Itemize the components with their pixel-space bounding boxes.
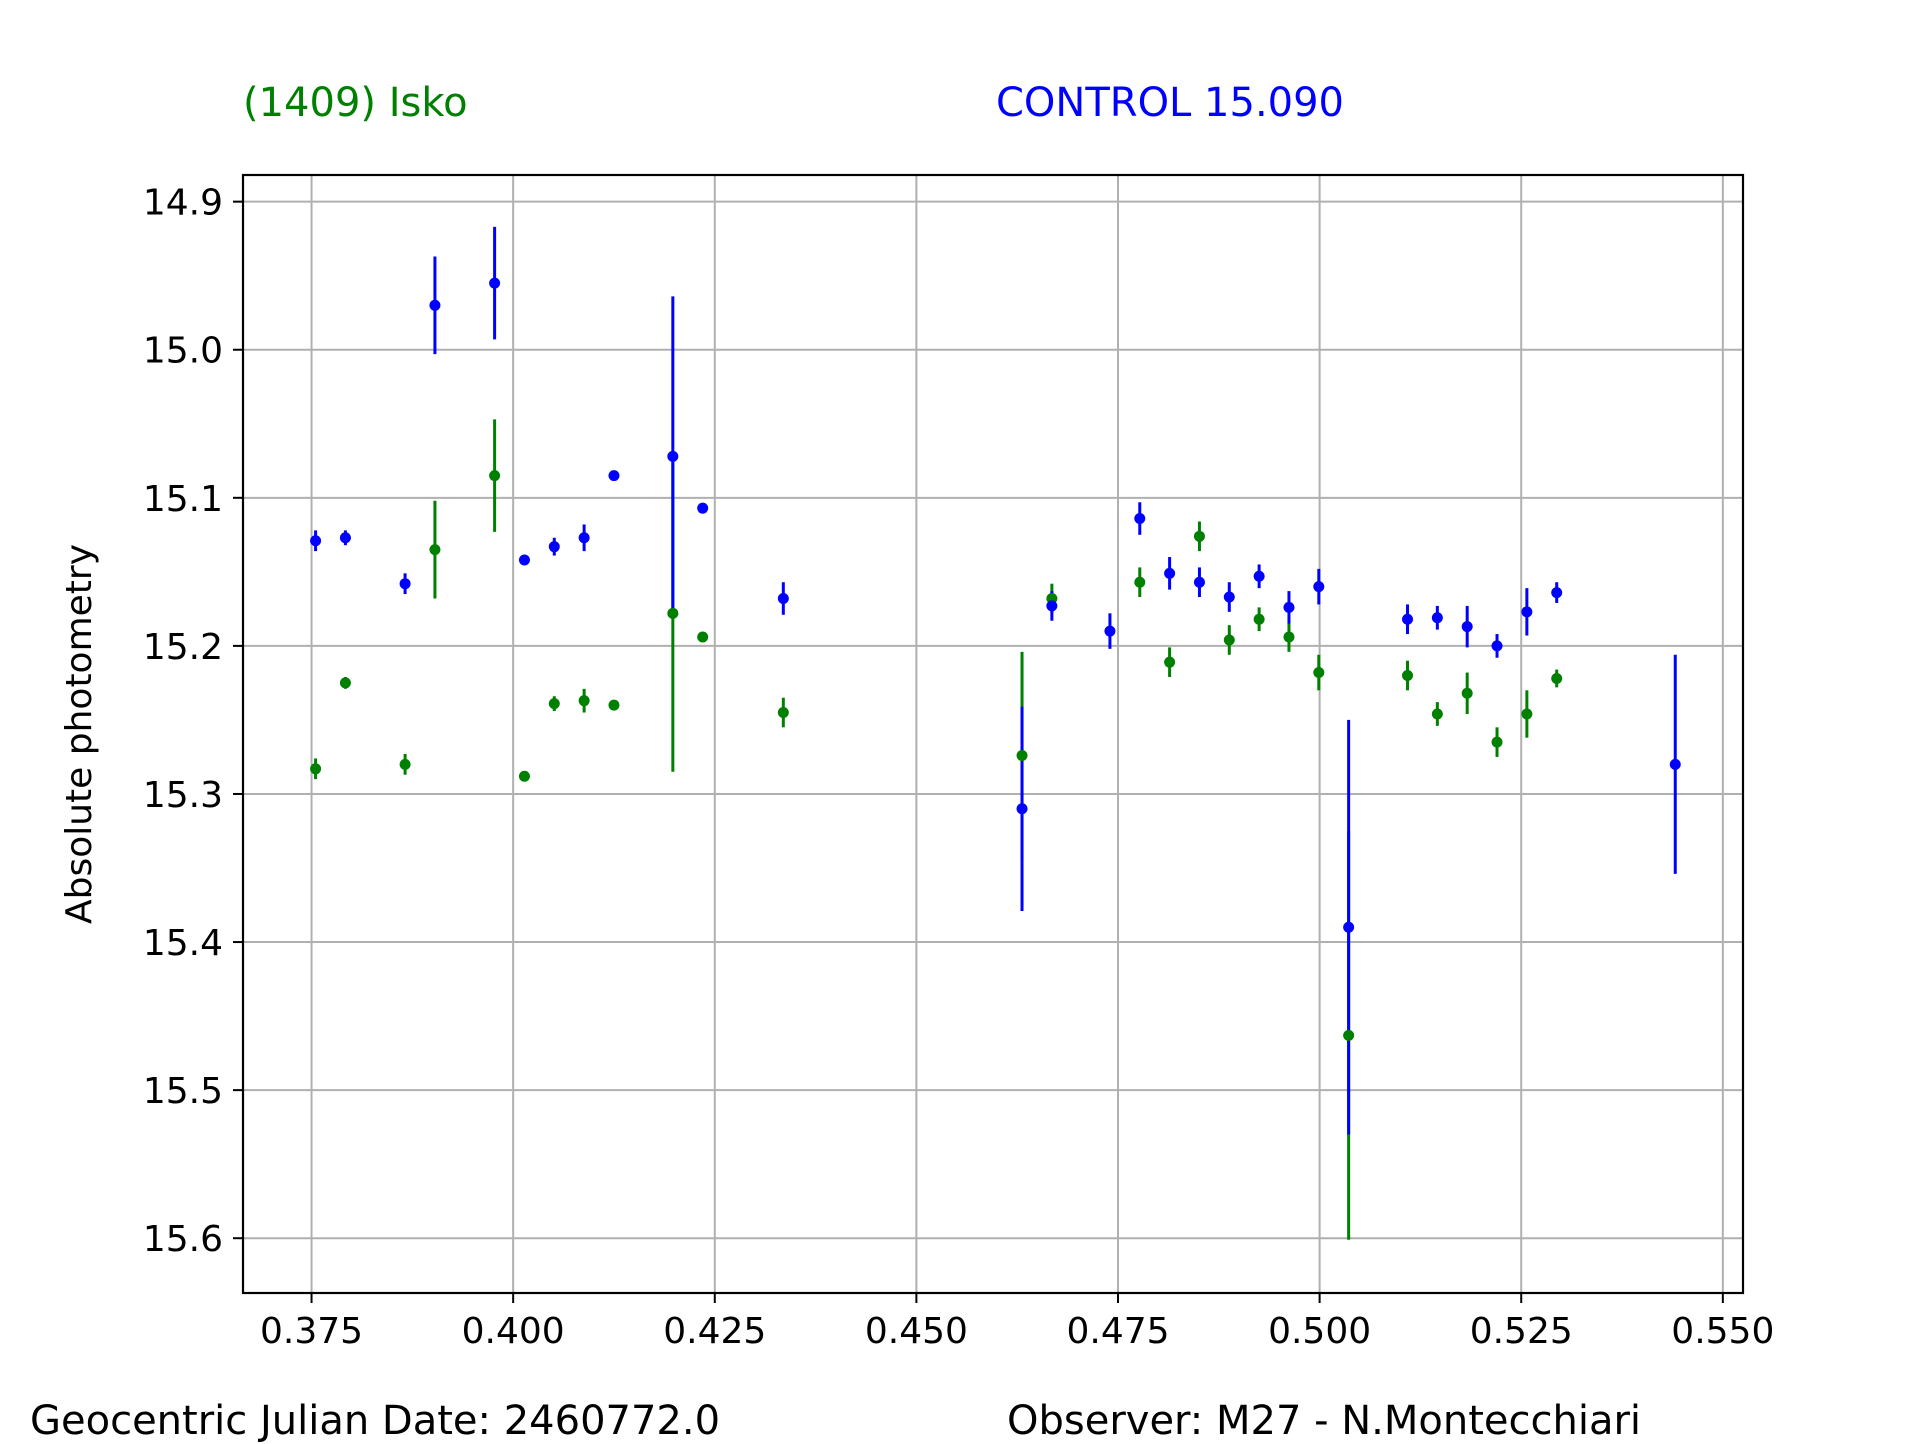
target-data-point <box>1491 736 1503 748</box>
y-tick-label: 15.4 <box>143 923 223 964</box>
y-tick-label: 15.1 <box>143 479 223 520</box>
control-data-point <box>1223 591 1235 603</box>
x-tick-label: 0.375 <box>260 1311 363 1352</box>
target-data-point <box>1134 576 1146 588</box>
control-data-point <box>578 532 590 544</box>
control-data-point <box>489 277 501 289</box>
control-data-point <box>1016 803 1028 815</box>
target-series-label: (1409) Isko <box>243 80 468 126</box>
x-tick-label: 0.425 <box>663 1311 766 1352</box>
control-data-point <box>1431 612 1443 624</box>
target-data-point <box>1313 667 1325 679</box>
control-data-point <box>339 532 351 544</box>
control-data-point <box>608 470 620 482</box>
control-data-point <box>1253 570 1265 582</box>
y-tick-label: 15.3 <box>143 775 223 816</box>
target-data-point <box>1461 687 1473 699</box>
target-data-point <box>1402 670 1414 682</box>
target-data-point <box>399 758 411 770</box>
target-data-point <box>608 699 620 711</box>
target-data-point <box>548 698 560 710</box>
control-data-point <box>518 554 530 566</box>
control-data-point <box>1343 921 1355 933</box>
y-tick-label: 15.5 <box>143 1071 223 1112</box>
x-tick-label: 0.475 <box>1066 1311 1169 1352</box>
target-data-point <box>1431 708 1443 720</box>
y-tick-label: 15.2 <box>143 627 223 668</box>
target-data-point <box>1551 672 1563 684</box>
x-tick-label: 0.500 <box>1268 1311 1371 1352</box>
control-data-point <box>429 299 441 311</box>
control-data-point <box>1669 758 1681 770</box>
control-data-point <box>1491 640 1503 652</box>
control-data-point <box>1164 567 1176 579</box>
target-data-point <box>1343 1029 1355 1041</box>
y-tick-label: 14.9 <box>143 183 223 224</box>
control-data-point <box>1134 513 1146 525</box>
control-data-point <box>667 450 679 462</box>
target-data-point <box>339 677 351 689</box>
control-data-point <box>1313 581 1325 593</box>
control-data-point <box>548 541 560 553</box>
target-data-point <box>1283 631 1295 643</box>
target-data-point <box>1223 634 1235 646</box>
control-data-point <box>1283 601 1295 613</box>
control-data-point <box>310 535 322 547</box>
control-data-point <box>1551 587 1563 599</box>
x-tick-label: 0.450 <box>865 1311 968 1352</box>
control-data-point <box>1521 606 1533 618</box>
control-data-point <box>1104 625 1116 637</box>
target-data-point <box>578 695 590 707</box>
control-data-point <box>697 502 709 514</box>
julian-date-label: Geocentric Julian Date: 2460772.0 <box>30 1398 721 1444</box>
target-data-point <box>1521 708 1533 720</box>
target-data-point <box>429 544 441 556</box>
target-data-point <box>1016 749 1028 761</box>
observer-label: Observer: M27 - N.Montecchiari <box>1007 1398 1642 1444</box>
target-data-point <box>1253 613 1265 625</box>
target-data-point <box>667 607 679 619</box>
target-data-point <box>489 470 501 482</box>
target-data-point <box>1193 530 1205 542</box>
control-data-point <box>399 578 411 590</box>
control-data-point <box>1193 576 1205 588</box>
target-data-point <box>518 770 530 782</box>
target-data-point <box>697 631 709 643</box>
plot-frame <box>241 173 1745 1295</box>
target-data-point <box>1164 656 1176 668</box>
control-data-point <box>1402 613 1414 625</box>
y-axis-label: Absolute photometry <box>59 544 100 924</box>
control-data-point <box>1046 600 1058 612</box>
target-data-point <box>777 707 789 719</box>
control-series-label: CONTROL 15.090 <box>996 80 1345 126</box>
y-tick-label: 15.6 <box>143 1219 223 1260</box>
control-data-point <box>1461 621 1473 633</box>
control-data-point <box>777 593 789 605</box>
y-tick-label: 15.0 <box>143 331 223 372</box>
target-data-point <box>310 763 322 775</box>
x-tick-label: 0.525 <box>1470 1311 1573 1352</box>
x-tick-label: 0.550 <box>1671 1311 1774 1352</box>
x-tick-label: 0.400 <box>462 1311 565 1352</box>
